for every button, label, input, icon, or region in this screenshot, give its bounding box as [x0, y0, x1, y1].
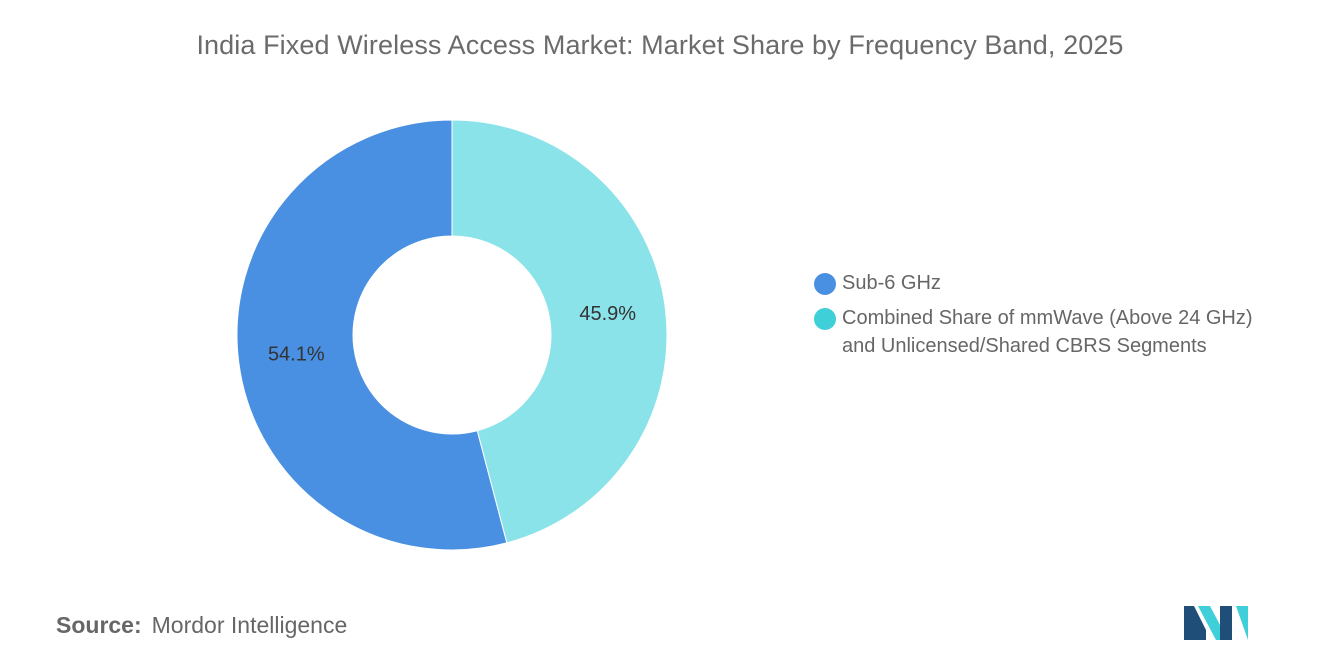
source-note: Source: Mordor Intelligence: [56, 612, 347, 639]
legend-label: Combined Share of mmWave (Above 24 GHz) …: [842, 304, 1253, 360]
source-value: Mordor Intelligence: [151, 612, 348, 638]
source-key: Source:: [56, 612, 142, 638]
legend-label-line-2: and Unlicensed/Shared CBRS Segments: [842, 335, 1207, 357]
chart-title: India Fixed Wireless Access Market: Mark…: [196, 30, 1124, 60]
logo-left-shape: [1184, 606, 1206, 640]
legend-swatch-icon: [814, 273, 836, 295]
mordor-intelligence-logo-icon: [1184, 606, 1248, 640]
legend-swatch-icon: [814, 308, 836, 330]
donut-slice-1[interactable]: [451, 119, 668, 544]
slice-value-label-1: 45.9%: [579, 303, 636, 325]
legend-item-mmwave-cbrs[interactable]: Combined Share of mmWave (Above 24 GHz) …: [814, 307, 1314, 360]
legend-label-line-1: Combined Share of mmWave (Above 24 GHz): [842, 307, 1253, 329]
logo-right-shape: [1220, 606, 1232, 640]
donut-slice-0[interactable]: [236, 119, 508, 551]
logo-right-accent: [1236, 606, 1248, 640]
legend-label: Sub-6 GHz: [842, 272, 941, 294]
legend-item-sub-6-ghz[interactable]: Sub-6 GHz: [814, 272, 1314, 297]
chart-legend: Sub-6 GHz Combined Share of mmWave (Abov…: [814, 272, 1314, 370]
slice-value-label-0: 54.1%: [268, 343, 325, 365]
